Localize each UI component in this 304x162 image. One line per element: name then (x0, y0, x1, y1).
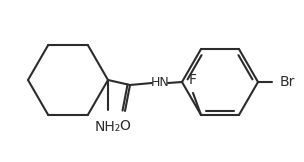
Text: HN: HN (150, 76, 169, 89)
Text: NH₂: NH₂ (95, 120, 121, 134)
Text: Br: Br (280, 75, 295, 89)
Text: O: O (119, 119, 130, 133)
Text: F: F (189, 73, 197, 87)
